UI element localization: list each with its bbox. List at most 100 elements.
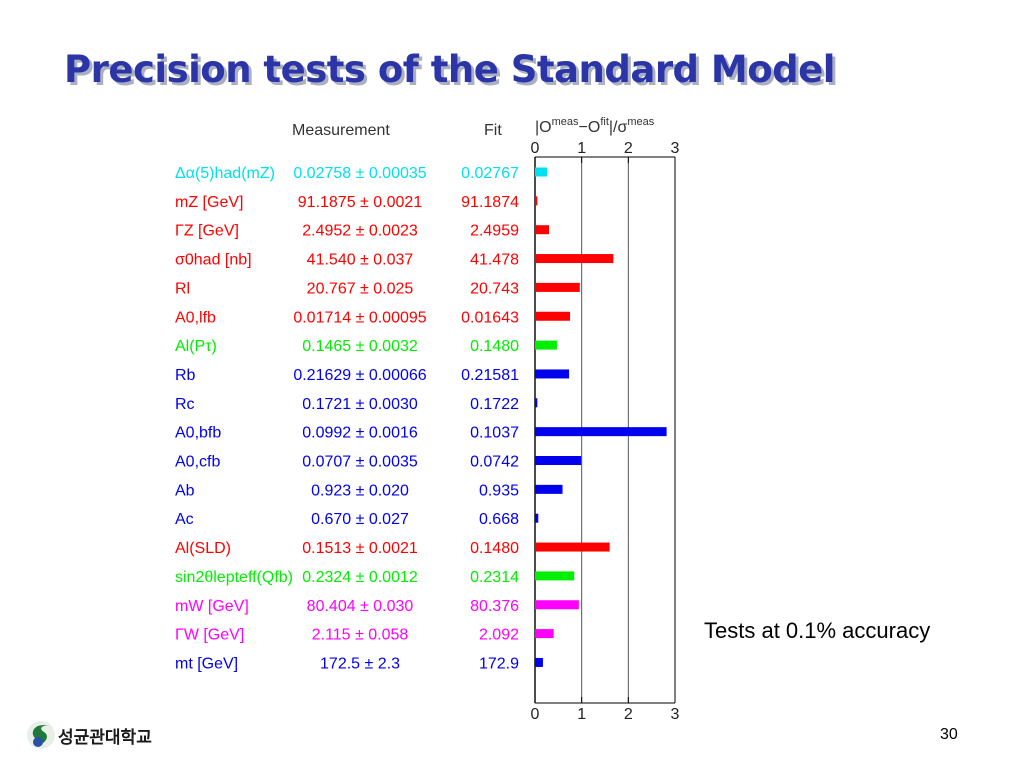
row-label: σ0had [nb] (175, 252, 252, 269)
row-measurement: 0.0992 ± 0.0016 (302, 425, 418, 442)
row-label: ΓW [GeV] (175, 627, 244, 644)
pull-bar (535, 369, 570, 379)
row-fit: 2.4959 (470, 223, 519, 240)
row-fit: 172.9 (479, 655, 519, 672)
row-label: Al(Pτ) (175, 338, 217, 355)
table-row: Ac 0.670 ± 0.027 0.668 (175, 511, 539, 528)
row-label: ΓZ [GeV] (175, 223, 239, 240)
university-logo: 성균관대학교 (26, 720, 152, 750)
tick-labels: 0 0 1 1 2 2 3 3 (531, 140, 680, 723)
row-fit: 0.0742 (470, 454, 519, 471)
pull-bar (535, 657, 543, 667)
table-row: A0,bfb 0.0992 ± 0.0016 0.1037 (175, 425, 667, 442)
pull-bar (535, 398, 538, 408)
row-fit: 41.478 (470, 252, 519, 269)
row-label: A0,bfb (175, 425, 221, 442)
pull-bar (535, 629, 554, 639)
pull-bar (535, 196, 538, 206)
row-label: sin2θlepteff(Qfb) (175, 569, 293, 586)
table-row: sin2θlepteff(Qfb) 0.2324 ± 0.0012 0.2314 (175, 569, 575, 586)
rows-layer: Δα(5)had(mZ) 0.02758 ± 0.00035 0.02767 mZ [… (175, 165, 667, 672)
row-measurement: 0.1465 ± 0.0032 (302, 338, 418, 355)
pull-bar (535, 456, 582, 465)
pull-bar (535, 311, 570, 321)
row-label: Rc (175, 396, 195, 413)
row-label: mt [GeV] (175, 655, 238, 672)
row-label: A0,cfb (175, 454, 220, 471)
table-row: σ0had [nb] 41.540 ± 0.037 41.478 (175, 252, 614, 269)
row-fit: 0.02767 (461, 165, 519, 182)
table-row: Rc 0.1721 ± 0.0030 0.1722 (175, 396, 538, 413)
pull-bar (535, 167, 548, 177)
tick-label-top: 2 (624, 140, 633, 157)
table-row: ΓW [GeV] 2.115 ± 0.058 2.092 (175, 627, 554, 644)
row-measurement: 0.01714 ± 0.00095 (293, 309, 426, 326)
row-measurement: 2.4952 ± 0.0023 (302, 223, 418, 240)
table-row: A0,cfb 0.0707 ± 0.0035 0.0742 (175, 454, 582, 471)
tick-label-bottom: 3 (671, 706, 680, 723)
university-name: 성균관대학교 (58, 727, 152, 748)
row-label: Rb (175, 367, 196, 384)
row-fit: 0.1480 (470, 540, 519, 557)
table-row: A0,lfb 0.01714 ± 0.00095 0.01643 (175, 309, 570, 326)
row-fit: 2.092 (479, 627, 519, 644)
row-measurement: 0.0707 ± 0.0035 (302, 454, 418, 471)
header-fit: Fit (484, 122, 502, 139)
row-fit: 0.668 (479, 511, 519, 528)
table-row: ΓZ [GeV] 2.4952 ± 0.0023 2.4959 (175, 223, 549, 240)
pull-bar (535, 484, 563, 494)
row-fit: 0.935 (479, 482, 519, 499)
pull-bar (535, 225, 549, 235)
row-measurement: 0.2324 ± 0.0012 (302, 569, 418, 586)
table-row: Al(Pτ) 0.1465 ± 0.0032 0.1480 (175, 338, 557, 355)
pull-bar (535, 282, 580, 292)
row-measurement: 0.21629 ± 0.00066 (293, 367, 426, 384)
table-row: Δα(5)had(mZ) 0.02758 ± 0.00035 0.02767 (175, 165, 548, 182)
tick-label-top: 1 (577, 140, 586, 157)
tick-label-top: 0 (531, 140, 540, 157)
tick-label-bottom: 0 (531, 706, 540, 723)
pull-bar (535, 571, 575, 581)
page-number: 30 (940, 726, 958, 743)
row-fit: 0.01643 (461, 309, 519, 326)
row-label: Δα(5)had(mZ) (175, 165, 275, 182)
tick-label-top: 3 (671, 140, 680, 157)
pull-bar (535, 254, 614, 264)
row-label: Ac (175, 511, 194, 528)
table-row: Al(SLD) 0.1513 ± 0.0021 0.1480 (175, 540, 610, 557)
header-measurement: Measurement (292, 122, 390, 139)
slide-title: Precision tests of the Standard Model (64, 48, 835, 91)
table-row: Rl 20.767 ± 0.025 20.743 (175, 280, 580, 297)
row-label: mW [GeV] (175, 598, 249, 615)
pull-bar (535, 542, 610, 552)
row-fit: 0.1480 (470, 338, 519, 355)
pull-bar (535, 340, 557, 350)
row-measurement: 0.02758 ± 0.00035 (293, 165, 426, 182)
pull-bar (535, 513, 539, 523)
table-row: Ab 0.923 ± 0.020 0.935 (175, 482, 563, 499)
row-measurement: 91.1875 ± 0.0021 (298, 194, 423, 211)
pull-bar (535, 427, 667, 437)
row-fit: 0.21581 (461, 367, 519, 384)
row-label: mZ [GeV] (175, 194, 243, 211)
row-fit: 20.743 (470, 280, 519, 297)
row-fit: 80.376 (470, 598, 519, 615)
row-measurement: 0.1721 ± 0.0030 (302, 396, 418, 413)
university-emblem-icon (27, 721, 55, 749)
row-measurement: 0.923 ± 0.020 (311, 482, 409, 499)
table-row: mW [GeV] 80.404 ± 0.030 80.376 (175, 598, 579, 615)
pull-bar (535, 600, 579, 610)
row-measurement: 172.5 ± 2.3 (320, 655, 400, 672)
row-label: Rl (175, 280, 190, 297)
accuracy-note: Tests at 0.1% accuracy (704, 618, 931, 643)
row-measurement: 0.1513 ± 0.0021 (302, 540, 418, 557)
row-measurement: 80.404 ± 0.030 (307, 598, 414, 615)
header-pull: |Omeas−Ofit|/σmeas (535, 116, 655, 136)
row-fit: 91.1874 (461, 194, 519, 211)
tick-marks (534, 157, 676, 703)
row-label: Ab (175, 482, 195, 499)
tick-label-bottom: 2 (624, 706, 633, 723)
tick-label-bottom: 1 (577, 706, 586, 723)
row-measurement: 2.115 ± 0.058 (312, 627, 409, 644)
